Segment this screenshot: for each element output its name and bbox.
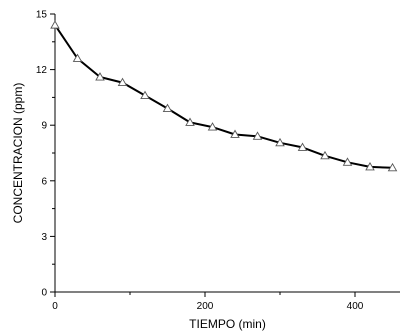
y-tick-label: 6 (41, 176, 47, 187)
data-point (342, 157, 353, 166)
y-tick-label: 3 (41, 232, 47, 243)
data-point (162, 103, 173, 112)
x-tick-label: 0 (52, 301, 58, 312)
data-point (297, 142, 308, 151)
data-point (72, 53, 83, 62)
y-axis-ticks: 0 3 6 9 12 15 (36, 10, 55, 299)
y-tick-label: 15 (36, 10, 48, 21)
data-point (95, 72, 105, 81)
data-point (252, 131, 263, 140)
data-point (185, 117, 195, 126)
data-point (230, 129, 240, 138)
data-point (140, 90, 150, 99)
data-point (387, 162, 398, 172)
x-axis-ticks: 0 200 400 (52, 292, 364, 312)
x-tick-label: 400 (347, 301, 364, 312)
y-tick-label: 0 (41, 288, 47, 299)
data-markers (50, 20, 398, 172)
data-point (207, 122, 218, 131)
data-point (320, 150, 330, 160)
x-tick-label: 200 (197, 301, 214, 312)
x-axis-title: TIEMPO (min) (189, 317, 266, 331)
data-point (117, 77, 128, 87)
data-point (365, 161, 375, 171)
data-point (275, 137, 285, 147)
data-point (50, 20, 60, 29)
y-tick-label: 12 (36, 65, 48, 76)
series-line (54, 24, 393, 169)
y-tick-label: 9 (41, 121, 47, 132)
y-axis-title: CONCENTRACION (ppm) (11, 83, 25, 224)
